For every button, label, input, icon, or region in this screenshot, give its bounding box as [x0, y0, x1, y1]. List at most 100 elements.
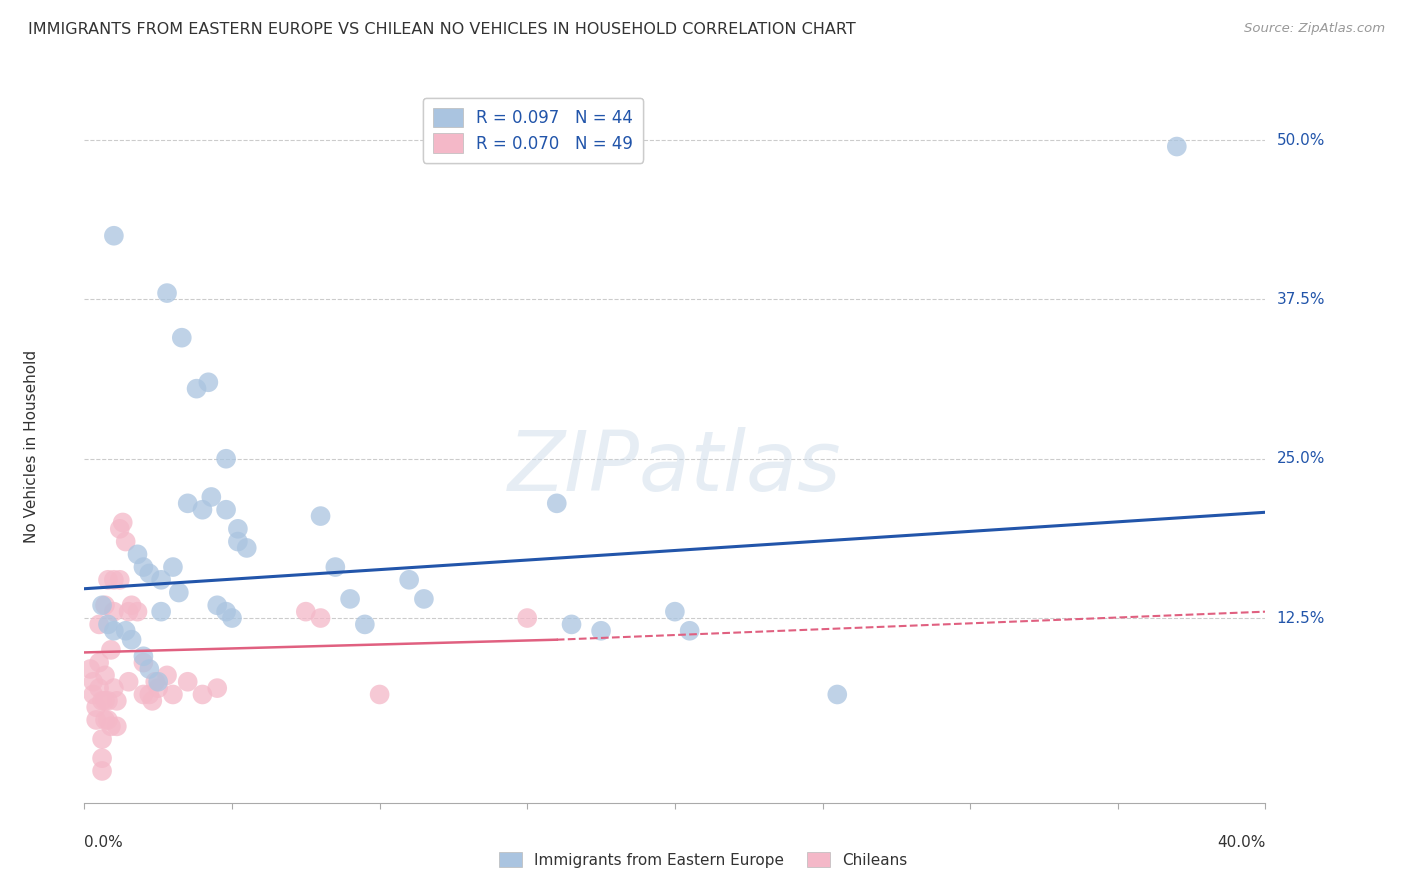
Point: [664, 605, 686, 619]
Point: [148, 681, 170, 695]
Point: [354, 617, 377, 632]
Point: [108, 522, 131, 536]
Point: [103, 624, 125, 638]
Point: [127, 605, 149, 619]
Point: [84, 713, 107, 727]
Point: [215, 502, 238, 516]
Point: [177, 674, 200, 689]
Text: ZIPatlas: ZIPatlas: [508, 427, 842, 508]
Text: 0.0%: 0.0%: [84, 836, 124, 850]
Point: [197, 376, 219, 390]
Point: [191, 688, 214, 702]
Point: [167, 585, 190, 599]
Point: [103, 228, 125, 243]
Point: [323, 560, 347, 574]
Point: [94, 694, 117, 708]
Point: [205, 681, 228, 695]
Point: [79, 662, 101, 676]
Point: [132, 649, 155, 664]
Point: [114, 624, 136, 638]
Point: [100, 643, 122, 657]
Point: [103, 573, 125, 587]
Point: [94, 713, 117, 727]
Point: [94, 668, 117, 682]
Point: [87, 681, 111, 695]
Point: [148, 674, 170, 689]
Point: [226, 522, 249, 536]
Point: [309, 611, 332, 625]
Point: [132, 688, 155, 702]
Point: [105, 694, 128, 708]
Point: [516, 611, 538, 625]
Point: [121, 599, 143, 613]
Point: [100, 719, 122, 733]
Point: [200, 490, 222, 504]
Point: [91, 751, 114, 765]
Point: [87, 656, 111, 670]
Point: [827, 688, 849, 702]
Point: [368, 688, 391, 702]
Point: [103, 605, 125, 619]
Point: [162, 560, 184, 574]
Point: [591, 624, 613, 638]
Point: [413, 591, 436, 606]
Point: [118, 605, 141, 619]
Text: 37.5%: 37.5%: [1277, 292, 1324, 307]
Point: [97, 694, 120, 708]
Point: [91, 764, 114, 778]
Point: [221, 611, 243, 625]
Legend: R = 0.097   N = 44, R = 0.070   N = 49: R = 0.097 N = 44, R = 0.070 N = 49: [423, 97, 644, 162]
Point: [339, 591, 361, 606]
Point: [560, 617, 583, 632]
Point: [678, 624, 700, 638]
Point: [97, 713, 120, 727]
Point: [82, 688, 104, 702]
Point: [162, 688, 184, 702]
Point: [143, 674, 166, 689]
Point: [97, 617, 120, 632]
Point: [215, 605, 238, 619]
Point: [170, 331, 193, 345]
Point: [114, 534, 136, 549]
Text: IMMIGRANTS FROM EASTERN EUROPE VS CHILEAN NO VEHICLES IN HOUSEHOLD CORRELATION C: IMMIGRANTS FROM EASTERN EUROPE VS CHILEA…: [28, 22, 856, 37]
Point: [156, 286, 179, 301]
Point: [132, 560, 155, 574]
Point: [87, 617, 111, 632]
Point: [91, 732, 114, 747]
Point: [91, 694, 114, 708]
Point: [141, 694, 163, 708]
Point: [118, 674, 141, 689]
Point: [150, 573, 173, 587]
Point: [226, 534, 249, 549]
Point: [91, 599, 114, 613]
Point: [1166, 139, 1188, 153]
Text: 40.0%: 40.0%: [1218, 836, 1265, 850]
Point: [177, 496, 200, 510]
Legend: Immigrants from Eastern Europe, Chileans: Immigrants from Eastern Europe, Chileans: [492, 846, 914, 873]
Point: [205, 599, 228, 613]
Point: [138, 688, 160, 702]
Point: [103, 681, 125, 695]
Point: [97, 573, 120, 587]
Point: [150, 605, 173, 619]
Point: [546, 496, 568, 510]
Text: Source: ZipAtlas.com: Source: ZipAtlas.com: [1244, 22, 1385, 36]
Point: [156, 668, 179, 682]
Point: [94, 599, 117, 613]
Text: No Vehicles in Household: No Vehicles in Household: [24, 350, 39, 542]
Point: [138, 566, 160, 581]
Point: [127, 547, 149, 561]
Point: [105, 719, 128, 733]
Point: [191, 502, 214, 516]
Point: [121, 632, 143, 647]
Point: [398, 573, 420, 587]
Point: [132, 656, 155, 670]
Point: [186, 382, 208, 396]
Point: [295, 605, 318, 619]
Point: [215, 451, 238, 466]
Text: 25.0%: 25.0%: [1277, 451, 1324, 467]
Point: [108, 573, 131, 587]
Point: [138, 662, 160, 676]
Point: [84, 700, 107, 714]
Point: [82, 674, 104, 689]
